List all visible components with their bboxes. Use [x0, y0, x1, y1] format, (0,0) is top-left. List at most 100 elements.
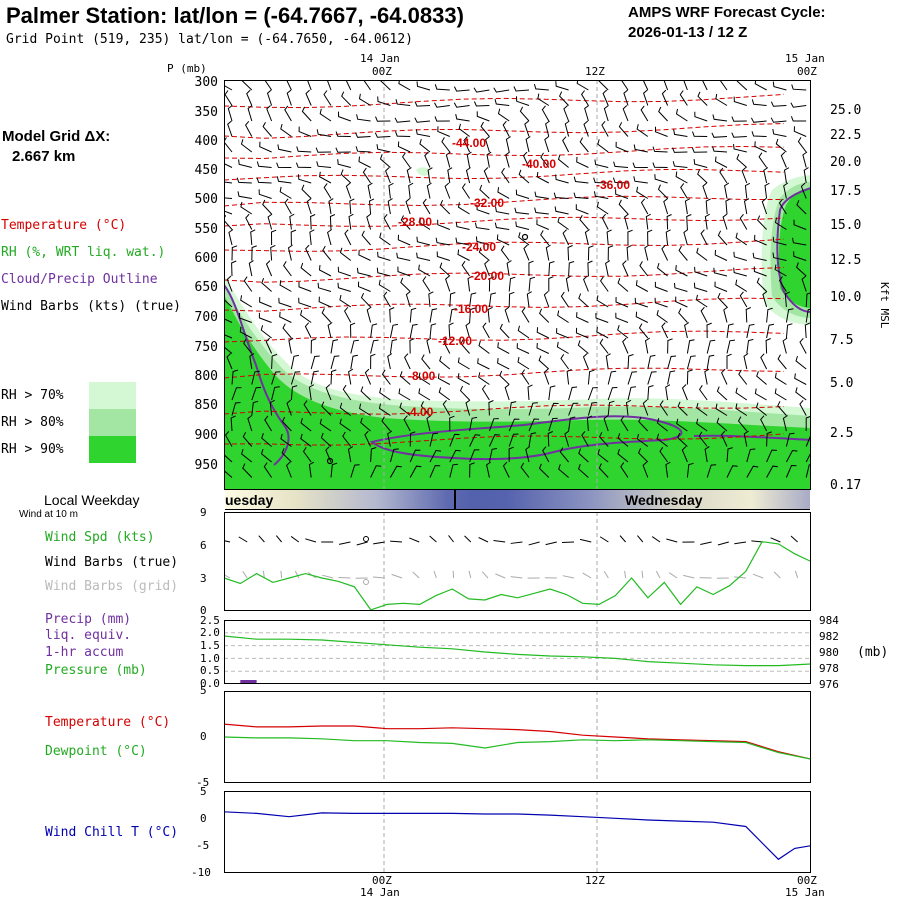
wind-barb-620 — [627, 386, 637, 401]
wind-barb-138 — [579, 137, 589, 153]
wind-barb-654 — [696, 402, 708, 416]
kft-15: 15.0 — [830, 218, 862, 233]
wind-barb-684 — [696, 418, 708, 432]
wind-barb-359 — [793, 251, 807, 261]
wind-barb-139 — [597, 139, 609, 153]
wind-barb-54 — [697, 91, 708, 106]
wind-barb-424 — [298, 297, 312, 308]
true-barb-8 — [356, 541, 368, 546]
wind-barb-485 — [327, 322, 333, 339]
wind-barb-224 — [497, 187, 510, 199]
wind-barb-526 — [536, 342, 550, 354]
wind-barb-489 — [409, 323, 418, 339]
wind-barb-55 — [715, 93, 728, 106]
wind-barb-729 — [409, 449, 421, 463]
grid-point-label: Grid Point (519, 235) lat/lon = (-64.765… — [6, 32, 413, 47]
wind-barb-156 — [337, 159, 351, 168]
true-barb-19 — [545, 541, 557, 546]
wind-barb-76 — [541, 105, 550, 122]
temp-panel-frame — [224, 691, 811, 783]
wind-barb-588 — [587, 369, 595, 385]
wind-barb-188 — [385, 167, 391, 184]
wind-barb-561 — [647, 354, 656, 370]
precip-pressure-panel — [224, 620, 811, 684]
grid-barb-6 — [322, 574, 334, 579]
precip-ytick-1-0: 1.0 — [200, 652, 220, 665]
wind-barb-372 — [461, 260, 471, 277]
wind-barb-435 — [526, 291, 532, 308]
wind-calm-true — [363, 536, 369, 542]
wind-barb-504 — [706, 322, 712, 339]
wind-barb-622 — [665, 384, 671, 401]
wind-barb-161 — [445, 151, 451, 168]
wind-barb-274 — [310, 214, 316, 230]
bottom-hour-1: 00Z — [372, 874, 392, 887]
wind-barb-237 — [764, 182, 770, 199]
wind-barb-118 — [772, 128, 787, 137]
wind-barb-220 — [426, 182, 432, 199]
wind-barb-59 — [790, 102, 807, 108]
wind-barb-108 — [583, 120, 589, 137]
wind-barb-507 — [766, 323, 775, 339]
wind-barb-44 — [494, 98, 510, 106]
wind-barb-557 — [560, 354, 570, 370]
plev-800: 800 — [194, 369, 218, 384]
wind-barb-476 — [745, 307, 751, 323]
wind-barb-676 — [548, 417, 558, 432]
cloud-outline-lower-right — [693, 434, 811, 441]
isotherm-label-m28: -28.00 — [398, 215, 432, 229]
wind-barb-600 — [231, 387, 242, 401]
wind-barb-312 — [455, 237, 470, 246]
wind-barb-483 — [282, 323, 292, 339]
wind-barb-384 — [694, 266, 708, 277]
isotherm-label-m12: -12.00 — [438, 334, 472, 348]
wind-barb-465 — [521, 307, 530, 323]
wind-barb-137 — [562, 136, 570, 153]
wind-barb-636 — [339, 402, 352, 416]
wind-barb-222 — [461, 183, 471, 199]
wind-barb-87 — [750, 117, 767, 123]
wind-barb-665 — [319, 418, 332, 432]
wind-barb-399 — [400, 277, 411, 292]
wind-barb-727 — [370, 447, 377, 463]
wind-barb-759 — [409, 465, 422, 478]
wind-barb-689 — [805, 415, 811, 431]
wind-barb-414 — [693, 282, 708, 292]
wind-barb-664 — [300, 417, 312, 432]
grid-barb-17 — [510, 576, 523, 579]
wind-barb-29 — [791, 84, 807, 91]
wind-barb-313 — [475, 236, 490, 246]
wind-barb-84 — [694, 111, 708, 122]
wind-barb-653 — [677, 401, 688, 416]
wind-barb-604 — [308, 384, 315, 401]
wind-barb-323 — [683, 229, 689, 246]
wind-barb-83 — [675, 108, 688, 122]
wind-barb-305 — [327, 229, 332, 246]
wind-barb-251 — [440, 200, 451, 215]
wind-barb-364 — [300, 262, 312, 277]
wind-barb-228 — [573, 192, 589, 199]
wind-barb-420 — [224, 293, 233, 308]
pres-ytick-982: 982 — [819, 630, 839, 643]
wind-barb-434 — [508, 291, 515, 308]
temp-ytick-5: 5 — [200, 684, 207, 697]
wind-barb-548 — [387, 353, 393, 370]
plev-900: 900 — [194, 428, 218, 443]
top-date-3: 15 Jan — [785, 52, 825, 65]
wind-barb-351 — [644, 244, 650, 261]
wind-barb-7 — [363, 80, 372, 91]
wind-barb-235 — [724, 182, 730, 199]
wind-barb-701 — [449, 433, 460, 447]
kft-2-5: 2.5 — [830, 426, 854, 441]
wind-barb-75 — [519, 106, 530, 122]
wind-barb-412 — [654, 281, 668, 292]
wind-calm-grid — [363, 579, 369, 585]
wind-barb-38 — [377, 96, 391, 106]
wind-barb-310 — [416, 236, 431, 246]
wind-barb-734 — [508, 446, 514, 463]
wind-barb-480 — [224, 334, 233, 339]
wind-barb-722 — [260, 448, 272, 463]
plev-300: 300 — [194, 75, 218, 90]
wind-barb-500 — [617, 325, 629, 339]
grid-barb-22 — [603, 570, 609, 579]
